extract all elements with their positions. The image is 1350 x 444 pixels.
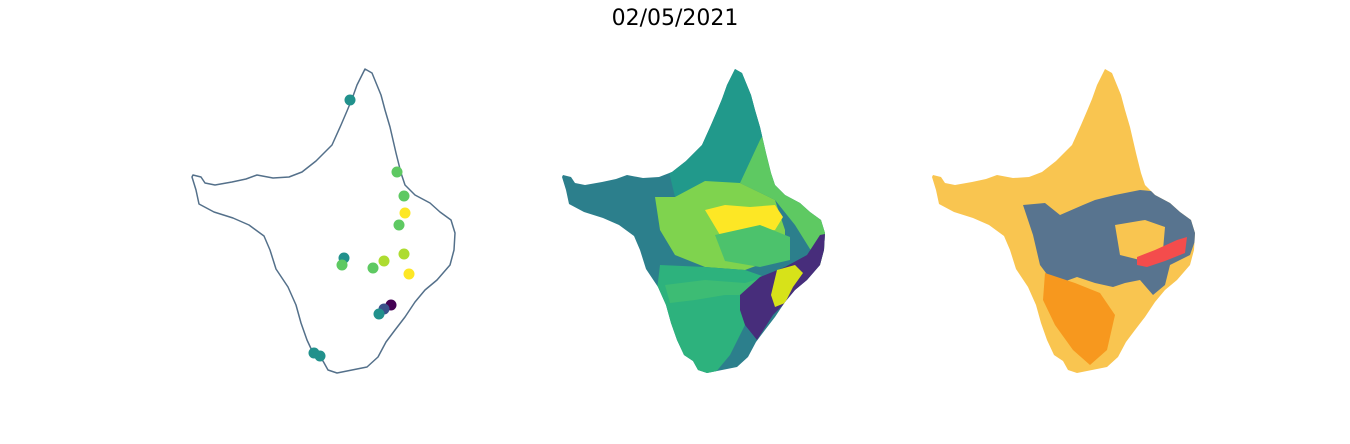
station-marker — [398, 248, 410, 260]
region-south-band — [665, 277, 765, 303]
region-medium-risk — [1043, 273, 1115, 365]
station-marker — [336, 259, 348, 271]
station-marker — [367, 262, 379, 274]
station-marker — [378, 255, 390, 267]
choropleth-viridis-panel — [545, 55, 845, 385]
region-outline — [191, 68, 456, 374]
choropleth-risk-panel — [915, 55, 1215, 385]
choropleth-viridis — [562, 69, 825, 373]
station-marker — [398, 190, 410, 202]
station-marker — [373, 308, 385, 320]
risk-regions — [932, 69, 1195, 373]
station-markers — [308, 94, 415, 362]
region-east-high — [771, 265, 803, 307]
station-marker — [399, 207, 411, 219]
region-low-risk-inner — [1115, 220, 1165, 260]
station-marker — [344, 94, 356, 106]
region-no-data — [1023, 190, 1195, 295]
region-central-south — [715, 225, 790, 267]
station-map-panel — [175, 55, 475, 385]
viridis-regions — [562, 69, 825, 373]
station-map — [191, 68, 456, 374]
station-marker — [391, 166, 403, 178]
station-marker — [314, 350, 326, 362]
region-high-risk — [1137, 237, 1187, 267]
station-marker — [403, 268, 415, 280]
station-marker — [393, 219, 405, 231]
choropleth-risk — [932, 69, 1195, 373]
page-title: 02/05/2021 — [611, 6, 739, 31]
